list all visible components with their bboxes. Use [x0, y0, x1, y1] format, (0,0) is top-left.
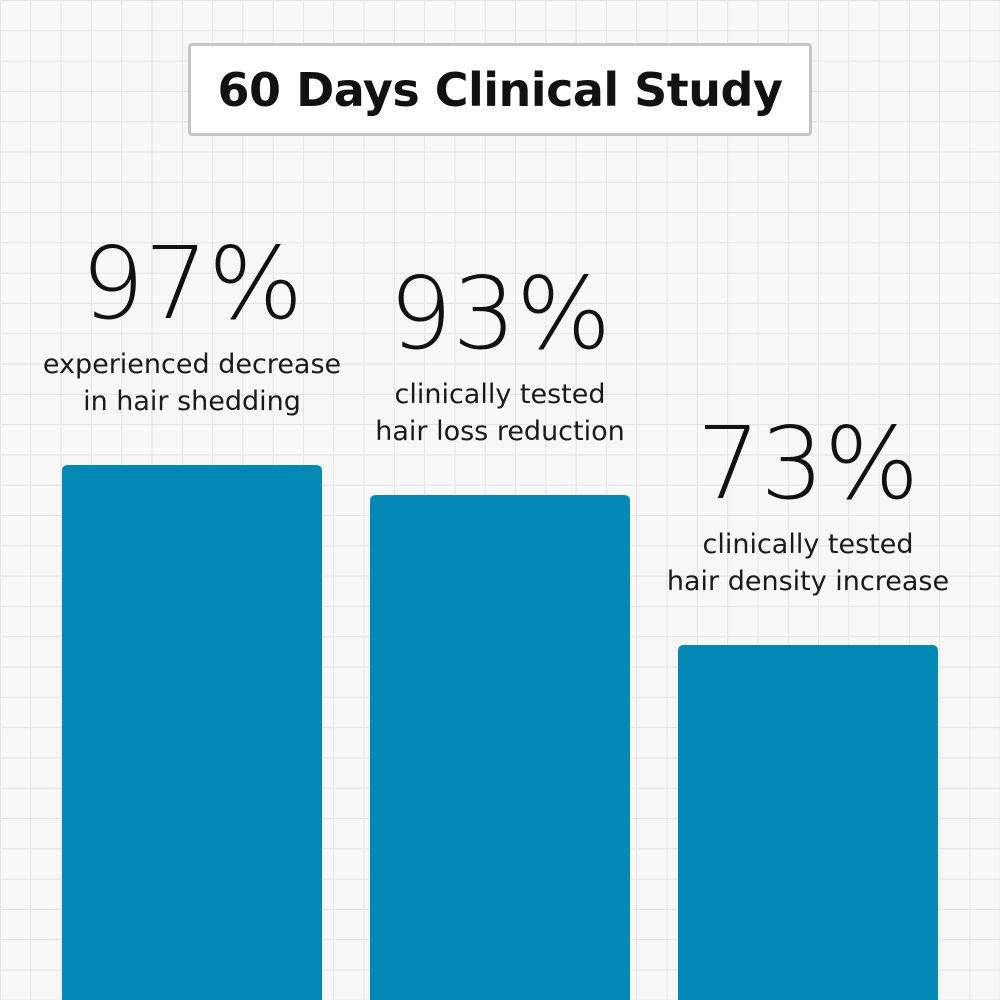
bar-3-label-line-2: hair density increase	[667, 566, 949, 597]
bar-2-label-line-1: clinically tested	[394, 379, 605, 410]
bar-3-label-line-1: clinically tested	[702, 529, 913, 560]
chart-title: 60 Days Clinical Study	[217, 62, 783, 117]
bar-2-value-label: 93%	[389, 255, 611, 372]
bar-3-value-label: 73%	[697, 405, 919, 522]
bar-2-label-line-2: hair loss reduction	[375, 416, 625, 447]
bar-3	[678, 645, 938, 1000]
title-box: 60 Days Clinical Study	[188, 43, 812, 136]
bar-1-value-label: 97%	[81, 225, 303, 342]
bar-1-label-line-2: in hair shedding	[83, 386, 301, 417]
bar-1-label-line-1: experienced decrease	[43, 349, 341, 380]
bar-2	[370, 495, 630, 1000]
bar-1	[62, 465, 322, 1000]
